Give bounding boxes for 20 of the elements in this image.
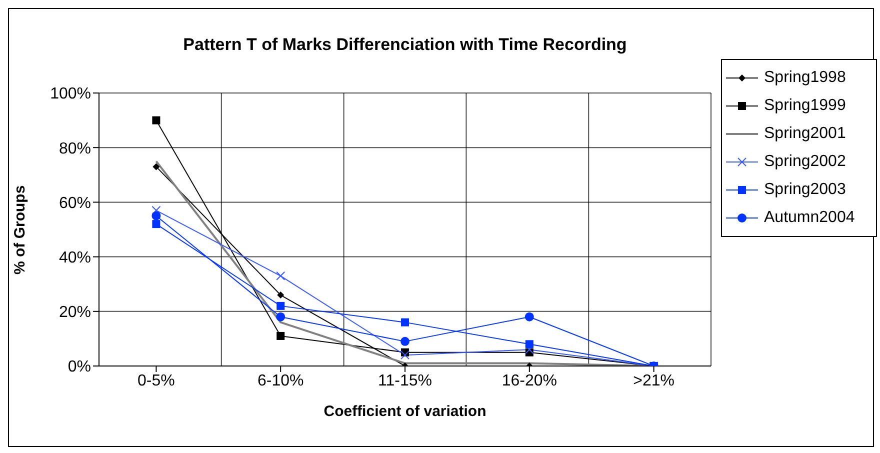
x-tick-label: >21% (633, 372, 674, 390)
x-tick-label: 6-10% (257, 372, 304, 390)
y-tick-label: 80% (58, 140, 91, 158)
legend-label: Autumn2004 (764, 209, 855, 227)
y-tick-label: 0% (68, 358, 91, 376)
x-tick-label: 11-15% (378, 372, 432, 390)
x-axis-title: Coefficient of variation (324, 403, 486, 420)
y-axis-title: % of Groups (11, 185, 28, 274)
legend-label: Spring1998 (764, 69, 846, 87)
y-tick-label: 60% (58, 194, 91, 212)
legend-label: Spring2003 (764, 181, 846, 199)
x-tick-label: 0-5% (138, 372, 175, 390)
legend-label: Spring1999 (764, 97, 846, 115)
legend-label: Spring2002 (764, 153, 846, 171)
x-tick-label: 16-20% (502, 372, 557, 390)
legend-label: Spring2001 (764, 125, 846, 143)
y-tick-label: 20% (58, 304, 91, 322)
y-tick-label: 40% (58, 249, 91, 266)
y-tick-label: 100% (50, 86, 91, 103)
chart-title: Pattern T of Marks Differenciation with Time Recording (182, 35, 628, 55)
